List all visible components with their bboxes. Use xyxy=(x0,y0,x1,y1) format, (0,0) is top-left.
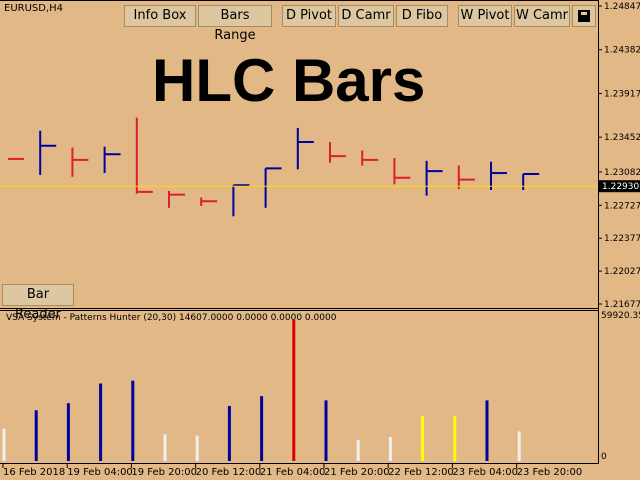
price-bar xyxy=(135,117,153,194)
indicator-label: VSA System - Patterns Hunter (20,30) 146… xyxy=(6,313,337,323)
price-axis: 1.24847 1.24382 1.23917 1.23452 1.23082 1.227… xyxy=(598,2,640,310)
price-tick-label: 1.22377 xyxy=(604,234,640,244)
time-tick-label: 20 Feb 12:00 xyxy=(196,467,262,478)
indicator-axis: 59920.35 0 xyxy=(601,311,640,462)
price-bar xyxy=(329,142,346,163)
price-bar xyxy=(361,150,379,166)
indicator-max-label: 59920.35 xyxy=(601,311,640,321)
price-bar xyxy=(490,161,507,190)
w-pivot-button[interactable]: W Pivot xyxy=(458,5,512,27)
price-tick-label: 1.23917 xyxy=(604,89,640,99)
time-tick-label: 22 Feb 12:00 xyxy=(388,467,454,478)
bars-range-button[interactable]: Bars Range xyxy=(198,5,272,43)
bar-reader-button[interactable]: Bar Reader xyxy=(2,284,74,322)
print-button[interactable] xyxy=(572,5,596,27)
time-tick-label: 16 Feb 2018 xyxy=(3,467,65,478)
price-bar xyxy=(457,165,475,190)
d-pivot-button[interactable]: D Pivot xyxy=(282,5,336,27)
time-tick-label: 23 Feb 20:00 xyxy=(517,467,583,478)
price-bar xyxy=(103,146,121,174)
price-tick-label: 1.23452 xyxy=(604,133,640,143)
price-bar xyxy=(71,147,89,177)
price-bar xyxy=(296,127,314,170)
title-overlay: HLC Bars xyxy=(152,47,426,114)
d-camr-button[interactable]: D Camr xyxy=(338,5,394,27)
current-price-line: 1.22930 xyxy=(0,180,640,193)
price-bar xyxy=(264,167,282,208)
price-tick-label: 1.22027 xyxy=(604,267,640,277)
price-bar xyxy=(425,160,443,196)
current-price-label: 1.22930 xyxy=(602,182,639,192)
price-bar xyxy=(232,184,250,217)
price-bars xyxy=(8,117,540,217)
price-tick-label: 1.22727 xyxy=(604,201,640,211)
price-tick-label: 1.24847 xyxy=(604,2,640,12)
price-tick-label: 1.23082 xyxy=(604,168,640,178)
printer-icon xyxy=(578,10,590,22)
price-bar xyxy=(393,158,411,185)
volume-histogram xyxy=(2,320,521,461)
time-tick-label: 21 Feb 04:00 xyxy=(260,467,326,478)
time-tick-label: 19 Feb 04:00 xyxy=(67,467,133,478)
info-box-button[interactable]: Info Box xyxy=(124,5,196,27)
time-tick-label: 21 Feb 20:00 xyxy=(324,467,390,478)
w-camr-button[interactable]: W Camr xyxy=(514,5,570,27)
price-bar xyxy=(39,130,57,175)
time-tick-label: 19 Feb 20:00 xyxy=(131,467,197,478)
indicator-zero-label: 0 xyxy=(601,452,607,462)
price-tick-label: 1.21677 xyxy=(604,300,640,310)
price-tick-label: 1.24382 xyxy=(604,46,640,56)
price-bar xyxy=(168,190,185,208)
d-fibo-button[interactable]: D Fibo xyxy=(396,5,448,27)
price-bar xyxy=(200,197,218,206)
price-bar xyxy=(522,172,540,190)
current-price-tag xyxy=(599,180,640,193)
time-tick-label: 23 Feb 04:00 xyxy=(452,467,518,478)
symbol-label: EURUSD,H4 xyxy=(4,3,64,14)
